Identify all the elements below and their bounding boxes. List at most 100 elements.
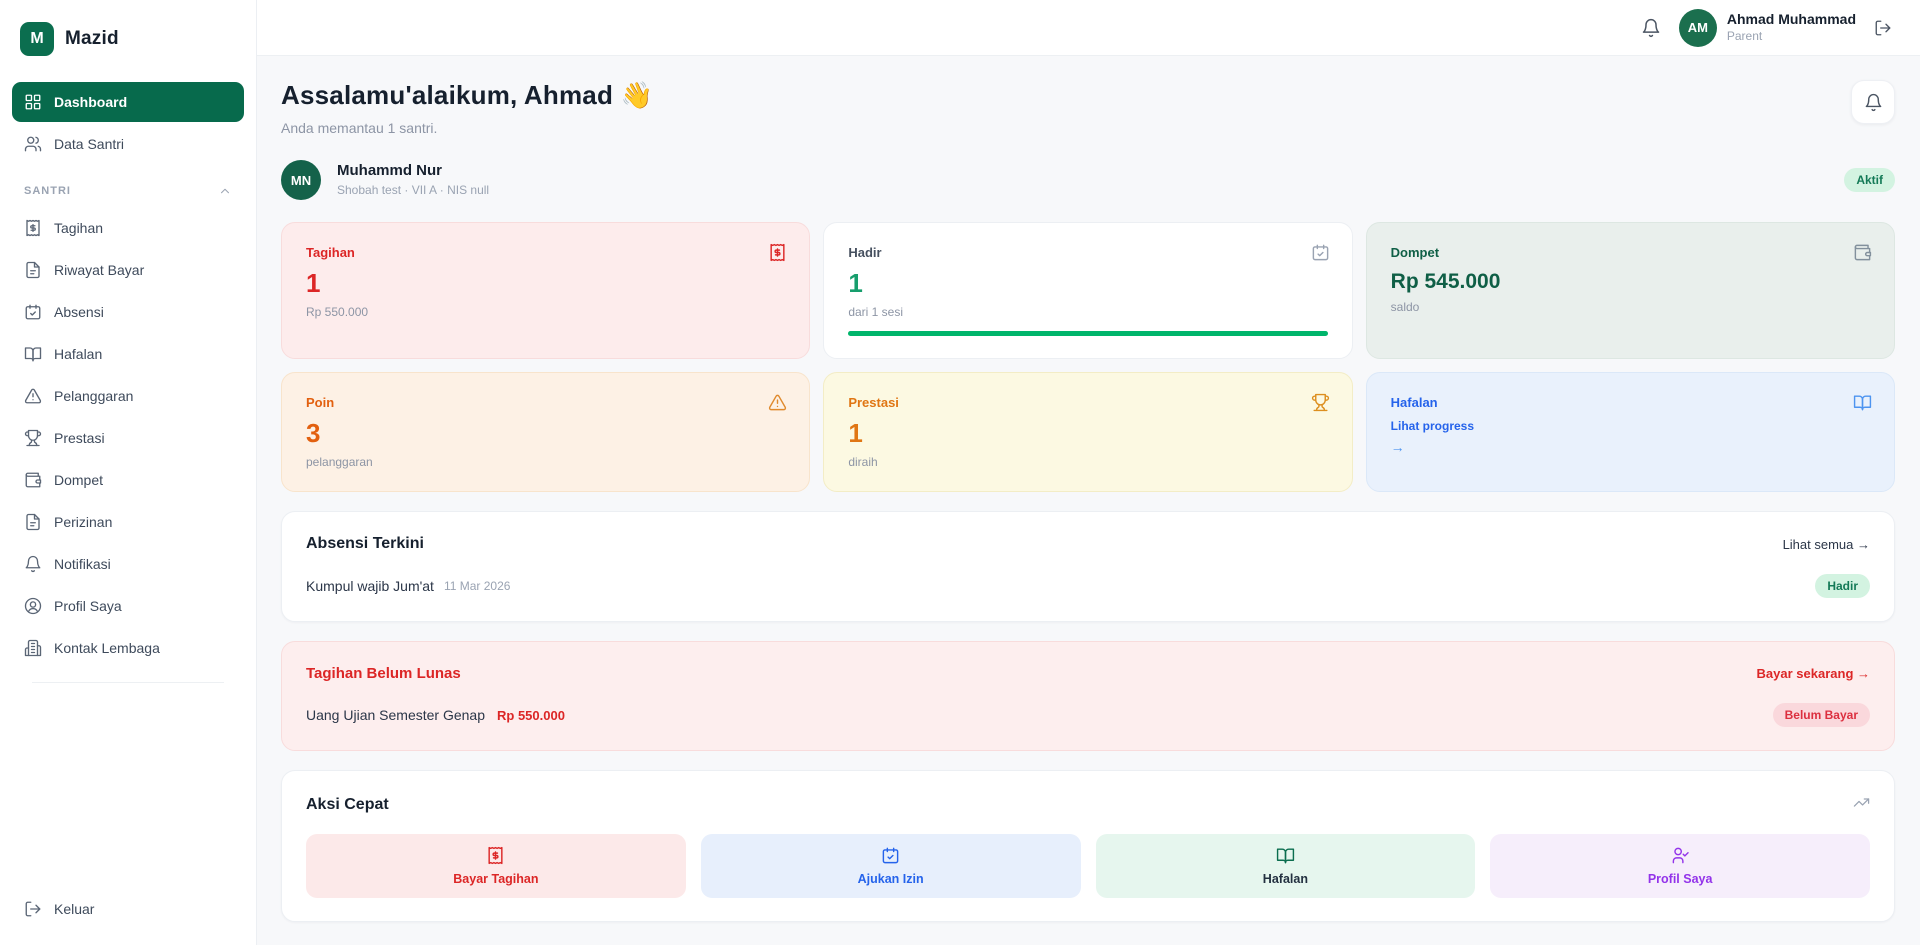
sidebar-item-label: Profil Saya: [54, 598, 122, 614]
hafalan-progress-link[interactable]: Lihat progress: [1390, 419, 1475, 433]
file-text-icon: [26, 261, 40, 279]
logout-button-top[interactable]: [1874, 19, 1892, 37]
alert-triangle-icon: [769, 394, 787, 411]
stat-title: Prestasi: [848, 395, 899, 410]
sidebar-item-label: Dashboard: [54, 94, 128, 110]
stat-subtitle: diraih: [848, 455, 878, 469]
sidebar-item-pelanggaran[interactable]: Pelanggaran: [12, 376, 244, 416]
users-icon: [24, 136, 42, 152]
sidebar-nav: Dashboard Data Santri SANTRI Tagihan Riw…: [0, 74, 256, 889]
sidebar-item-label: Tagihan: [54, 220, 104, 236]
book-open-icon: [24, 347, 42, 362]
user-check-icon: [1672, 847, 1689, 864]
sidebar-divider: [32, 682, 224, 683]
sidebar-item-hafalan[interactable]: Hafalan: [12, 334, 244, 374]
stat-value: 1: [306, 268, 321, 298]
student-name: Muhammd Nur: [337, 162, 442, 180]
logout-button[interactable]: Keluar: [12, 889, 244, 929]
sidebar-item-label: Perizinan: [54, 514, 113, 530]
stat-value: 3: [306, 418, 321, 448]
calendar-check-icon: [25, 304, 41, 320]
bell-icon: [25, 555, 41, 573]
book-open-icon: [1276, 848, 1295, 864]
tagihan-status-badge: Belum Bayar: [1772, 703, 1870, 727]
stat-card-poin[interactable]: Poin 3 pelanggaran: [281, 372, 811, 492]
stat-card-tagihan[interactable]: Tagihan 1 Rp 550.000: [281, 222, 811, 359]
sidebar-item-label: Absensi: [54, 304, 104, 320]
student-summary-row: MN Muhammd Nur Shobah test · VII A · NIS…: [281, 160, 1895, 200]
notification-fab-button[interactable]: [1851, 80, 1895, 124]
sidebar-item-perizinan[interactable]: Perizinan: [12, 502, 244, 542]
lihat-semua-link[interactable]: Lihat semua →: [1782, 536, 1870, 552]
sidebar-item-prestasi[interactable]: Prestasi: [12, 418, 244, 458]
stat-card-hafalan[interactable]: Hafalan Lihat progress →: [1365, 372, 1895, 492]
sidebar-section-santri[interactable]: SANTRI: [12, 166, 244, 208]
sidebar-footer: Keluar: [0, 889, 256, 945]
alert-triangle-icon: [24, 388, 42, 404]
sidebar-item-dompet[interactable]: Dompet: [12, 460, 244, 500]
quick-action-profil-saya[interactable]: Profil Saya: [1490, 834, 1870, 898]
tagihan-belum-lunas-card: Tagihan Belum Lunas Bayar sekarang → Uan…: [281, 641, 1895, 751]
stat-title: Hafalan: [1390, 395, 1438, 410]
wallet-icon: [1854, 244, 1872, 261]
bell-icon: [1642, 18, 1660, 37]
quick-action-label: Profil Saya: [1647, 872, 1713, 886]
receipt-dollar-icon: [26, 219, 40, 237]
calendar-check-icon: [882, 847, 899, 864]
stat-subtitle: pelanggaran: [306, 455, 373, 469]
stat-value: 1: [848, 268, 863, 298]
stat-subtitle: dari 1 sesi: [848, 305, 904, 319]
dashboard-content: Assalamu'alaikum, Ahmad 👋 Anda memantau …: [257, 56, 1920, 945]
notifications-button[interactable]: [1641, 18, 1661, 38]
sidebar-item-profil-saya[interactable]: Profil Saya: [12, 586, 244, 626]
stat-card-dompet[interactable]: Dompet Rp 545.000 saldo: [1365, 222, 1895, 359]
sidebar-item-dashboard[interactable]: Dashboard: [12, 82, 244, 122]
file-text-icon: [26, 513, 40, 531]
sidebar-item-label: Prestasi: [54, 430, 105, 446]
calendar-check-icon: [1312, 244, 1328, 261]
logout-label: Keluar: [54, 901, 95, 917]
quick-action-bayar-tagihan[interactable]: Bayar Tagihan: [306, 834, 686, 898]
quick-action-label: Ajukan Izin: [857, 872, 924, 886]
quick-action-hafalan[interactable]: Hafalan: [1095, 834, 1476, 898]
attendance-progress-bar: [848, 331, 1328, 336]
absensi-date: 11 Mar 2026: [443, 579, 511, 593]
quick-action-label: Bayar Tagihan: [453, 872, 539, 886]
user-menu[interactable]: AM Ahmad Muhammad Parent: [1678, 8, 1856, 47]
sidebar-item-notifikasi[interactable]: Notifikasi: [12, 544, 244, 584]
absensi-status-badge: Hadir: [1815, 574, 1870, 598]
stat-card-hadir[interactable]: Hadir 1 dari 1 sesi: [823, 222, 1353, 359]
sidebar-item-riwayat-bayar[interactable]: Riwayat Bayar: [12, 250, 244, 290]
bayar-sekarang-link[interactable]: Bayar sekarang →: [1756, 666, 1870, 681]
receipt-dollar-icon: [488, 846, 503, 865]
brand-logo-mark: M: [20, 22, 54, 56]
quick-action-ajukan-izin[interactable]: Ajukan Izin: [700, 834, 1081, 898]
sidebar-item-kontak-lembaga[interactable]: Kontak Lembaga: [12, 628, 244, 668]
card-title: Absensi Terkini: [306, 535, 424, 552]
stat-value: Rp 545.000: [1390, 270, 1501, 293]
stat-title: Hadir: [848, 245, 882, 260]
sidebar-item-data-santri[interactable]: Data Santri: [12, 124, 244, 164]
sidebar-item-label: Pelanggaran: [54, 388, 134, 404]
trophy-icon: [24, 429, 42, 447]
stat-card-prestasi[interactable]: Prestasi 1 diraih: [823, 372, 1353, 492]
building-icon: [24, 639, 42, 657]
user-name: Ahmad Muhammad: [1726, 11, 1856, 28]
sidebar-item-absensi[interactable]: Absensi: [12, 292, 244, 332]
student-avatar: MN: [281, 160, 321, 200]
student-details: Shobah test · VII A · NIS null: [337, 182, 490, 197]
stat-title: Tagihan: [306, 245, 355, 260]
absensi-session-name: Kumpul wajib Jum'at: [306, 578, 434, 594]
stats-grid: Tagihan 1 Rp 550.000 Hadir 1 dari 1 sesi…: [281, 222, 1895, 492]
chevron-up-icon: [220, 188, 230, 194]
trophy-icon: [1311, 393, 1329, 412]
brand-logo: M Mazid: [0, 0, 256, 74]
card-title: Aksi Cepat: [306, 796, 389, 813]
main-area: AM Ahmad Muhammad Parent Assalamu'alaiku…: [257, 0, 1920, 945]
user-avatar: AM: [1678, 8, 1717, 47]
aksi-cepat-card: Aksi Cepat Bayar Tagihan Ajukan Izin Haf…: [281, 770, 1895, 922]
tagihan-amount: Rp 550.000: [497, 707, 565, 723]
sidebar-item-tagihan[interactable]: Tagihan: [12, 208, 244, 248]
logout-icon: [1875, 20, 1891, 35]
brand-name: Mazid: [65, 28, 119, 49]
